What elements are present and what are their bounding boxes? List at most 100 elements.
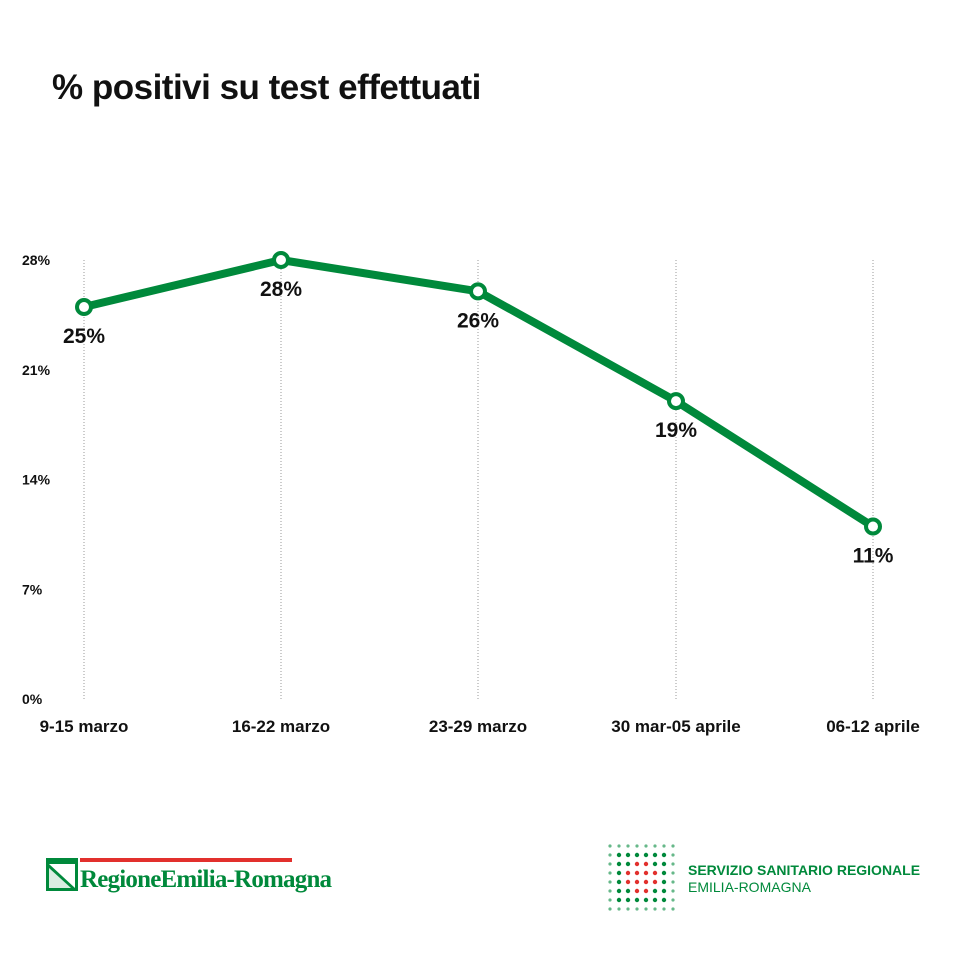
- logo-dot: [634, 879, 640, 885]
- dot-grid-icon: [608, 844, 675, 911]
- logo-dot: [652, 870, 658, 876]
- logo-dot: [635, 844, 639, 848]
- data-label: 28%: [260, 278, 302, 301]
- chart-title: % positivi su test effettuati: [52, 68, 481, 107]
- logo-dot: [625, 897, 631, 903]
- logo-dot: [671, 853, 675, 857]
- gridlines: [83, 260, 874, 699]
- data-point: [75, 298, 93, 317]
- regione-emilia-romagna-logo: RegioneEmilia-Romagna: [46, 856, 332, 896]
- data-point: [469, 282, 487, 301]
- logo-dot: [616, 879, 622, 885]
- x-axis-ticks: 9-15 marzo 16-22 marzo 23-29 marzo 30 mar-0…: [40, 717, 920, 736]
- logo-dot: [652, 888, 658, 894]
- logo-dot: [652, 897, 658, 903]
- logo-dot: [608, 889, 612, 893]
- logo-dot: [634, 861, 640, 867]
- logo-dot: [661, 861, 667, 867]
- logo-dot: [608, 844, 612, 848]
- logo-dot: [644, 844, 648, 848]
- logo-dot: [661, 870, 667, 876]
- logo-dot: [625, 861, 631, 867]
- logo-dot: [625, 852, 631, 858]
- data-point: [667, 392, 685, 411]
- logo-dot: [643, 879, 649, 885]
- data-label: 26%: [457, 309, 499, 332]
- logo-dot: [643, 897, 649, 903]
- logo-dot: [652, 861, 658, 867]
- logo-dot: [671, 889, 675, 893]
- logo-dot: [634, 888, 640, 894]
- logo-dot: [616, 870, 622, 876]
- logo-dot: [634, 870, 640, 876]
- logo-dot: [608, 853, 612, 857]
- logo-dot: [661, 897, 667, 903]
- logo-dot: [661, 888, 667, 894]
- logo-dot: [616, 888, 622, 894]
- logo-dot: [635, 907, 639, 911]
- logo-dot: [661, 879, 667, 885]
- logo-dot: [626, 844, 630, 848]
- line-chart: 0% 7% 14% 21% 28% 9-15 marzo 16-22 marzo 23-29…: [22, 251, 920, 736]
- x-tick-label: 06-12 aprile: [826, 717, 920, 736]
- logo-dot: [634, 897, 640, 903]
- logo-dot: [652, 879, 658, 885]
- x-tick-label: 30 mar-05 aprile: [611, 717, 740, 736]
- logo-dot: [671, 862, 675, 866]
- logo-dot: [643, 861, 649, 867]
- data-label: 25%: [63, 325, 105, 348]
- logo-dot: [671, 844, 675, 848]
- logo-dot: [662, 907, 666, 911]
- logo-dot: [643, 852, 649, 858]
- logo-dot: [625, 870, 631, 876]
- data-point: [272, 251, 290, 269]
- series: [75, 251, 882, 536]
- logo-dot: [653, 907, 657, 911]
- logo-dot: [643, 888, 649, 894]
- logo-dot: [616, 852, 622, 858]
- logo-dot: [634, 852, 640, 858]
- logo-dot: [643, 870, 649, 876]
- data-label: 11%: [853, 545, 894, 568]
- logo-dot: [617, 907, 621, 911]
- x-tick-label: 16-22 marzo: [232, 717, 330, 736]
- logo-dot: [608, 898, 612, 902]
- y-tick-label: 28%: [22, 252, 51, 268]
- logo-dot: [616, 861, 622, 867]
- logo-dot: [662, 844, 666, 848]
- x-tick-label: 23-29 marzo: [429, 717, 527, 736]
- ssr-line-2: EMILIA-ROMAGNA: [688, 879, 811, 895]
- servizio-sanitario-logo: SERVIZIO SANITARIO REGIONALE EMILIA-ROMA…: [606, 842, 936, 912]
- logo-dot: [653, 844, 657, 848]
- x-tick-label: 9-15 marzo: [40, 717, 129, 736]
- ssr-line-1: SERVIZIO SANITARIO REGIONALE: [688, 862, 921, 878]
- data-point: [864, 517, 882, 536]
- logo-dot: [625, 879, 631, 885]
- logo-dot: [671, 871, 675, 875]
- logo-red-bar: [80, 858, 292, 862]
- y-tick-label: 7%: [22, 581, 43, 597]
- y-axis-ticks: 0% 7% 14% 21% 28%: [22, 252, 51, 707]
- logo-dot: [671, 907, 675, 911]
- logo-dot: [608, 907, 612, 911]
- logo-dot: [671, 898, 675, 902]
- logo-dot: [661, 852, 667, 858]
- regione-flag-icon: [46, 858, 78, 891]
- y-tick-label: 21%: [22, 362, 51, 378]
- logo-dot: [644, 907, 648, 911]
- logo-dot: [652, 852, 658, 858]
- logo-dot: [617, 844, 621, 848]
- data-labels: 25% 28% 26% 19% 11%: [63, 278, 894, 568]
- ssr-logo-text: SERVIZIO SANITARIO REGIONALE EMILIA-ROMA…: [688, 862, 920, 896]
- logo-dot: [608, 880, 612, 884]
- logo-dot: [625, 888, 631, 894]
- data-label: 19%: [655, 419, 697, 442]
- logo-dot: [616, 897, 622, 903]
- regione-logo-text: RegioneEmilia-Romagna: [80, 866, 332, 893]
- logo-dot: [626, 907, 630, 911]
- logo-dot: [608, 862, 612, 866]
- y-tick-label: 14%: [22, 472, 51, 488]
- y-tick-label: 0%: [22, 691, 43, 707]
- logo-dot: [671, 880, 675, 884]
- logo-dot: [608, 871, 612, 875]
